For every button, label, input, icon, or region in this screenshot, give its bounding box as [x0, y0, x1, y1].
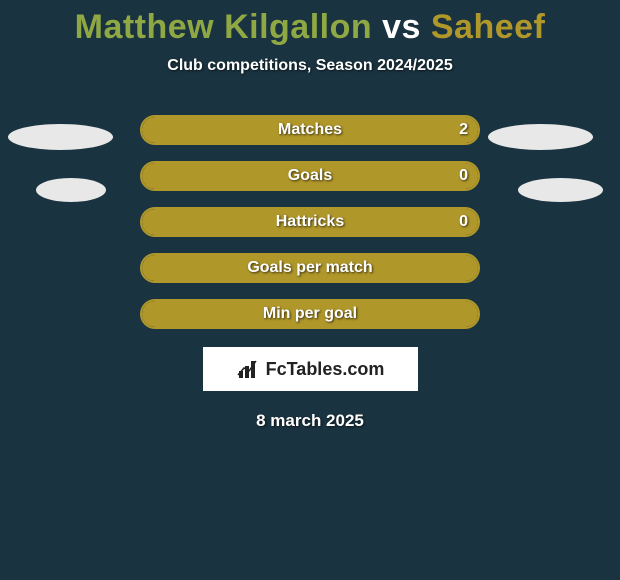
stat-row: Goals0 — [0, 161, 620, 191]
stat-value: 2 — [459, 117, 468, 143]
stat-value: 0 — [459, 209, 468, 235]
stat-bar: Hattricks0 — [140, 207, 480, 237]
stat-bar: Goals0 — [140, 161, 480, 191]
stat-row: Goals per match — [0, 253, 620, 283]
stat-label: Goals — [142, 163, 478, 189]
stat-row: Matches2 — [0, 115, 620, 145]
vs-label: vs — [382, 8, 421, 46]
comparison-title: Matthew Kilgallon vs Saheef — [0, 0, 620, 47]
stat-bar: Matches2 — [140, 115, 480, 145]
subtitle: Club competitions, Season 2024/2025 — [0, 57, 620, 75]
date-label: 8 march 2025 — [0, 411, 620, 431]
stat-value: 0 — [459, 163, 468, 189]
stat-label: Matches — [142, 117, 478, 143]
bar-chart-icon — [236, 357, 260, 381]
stat-label: Hattricks — [142, 209, 478, 235]
logo-text: FcTables.com — [266, 359, 385, 380]
stat-label: Min per goal — [142, 301, 478, 327]
stat-label: Goals per match — [142, 255, 478, 281]
logo-box: FcTables.com — [203, 347, 418, 391]
player1-name: Matthew Kilgallon — [75, 8, 373, 46]
stat-row: Hattricks0 — [0, 207, 620, 237]
stat-bar: Min per goal — [140, 299, 480, 329]
stat-bar: Goals per match — [140, 253, 480, 283]
stat-row: Min per goal — [0, 299, 620, 329]
player2-name: Saheef — [431, 8, 546, 46]
